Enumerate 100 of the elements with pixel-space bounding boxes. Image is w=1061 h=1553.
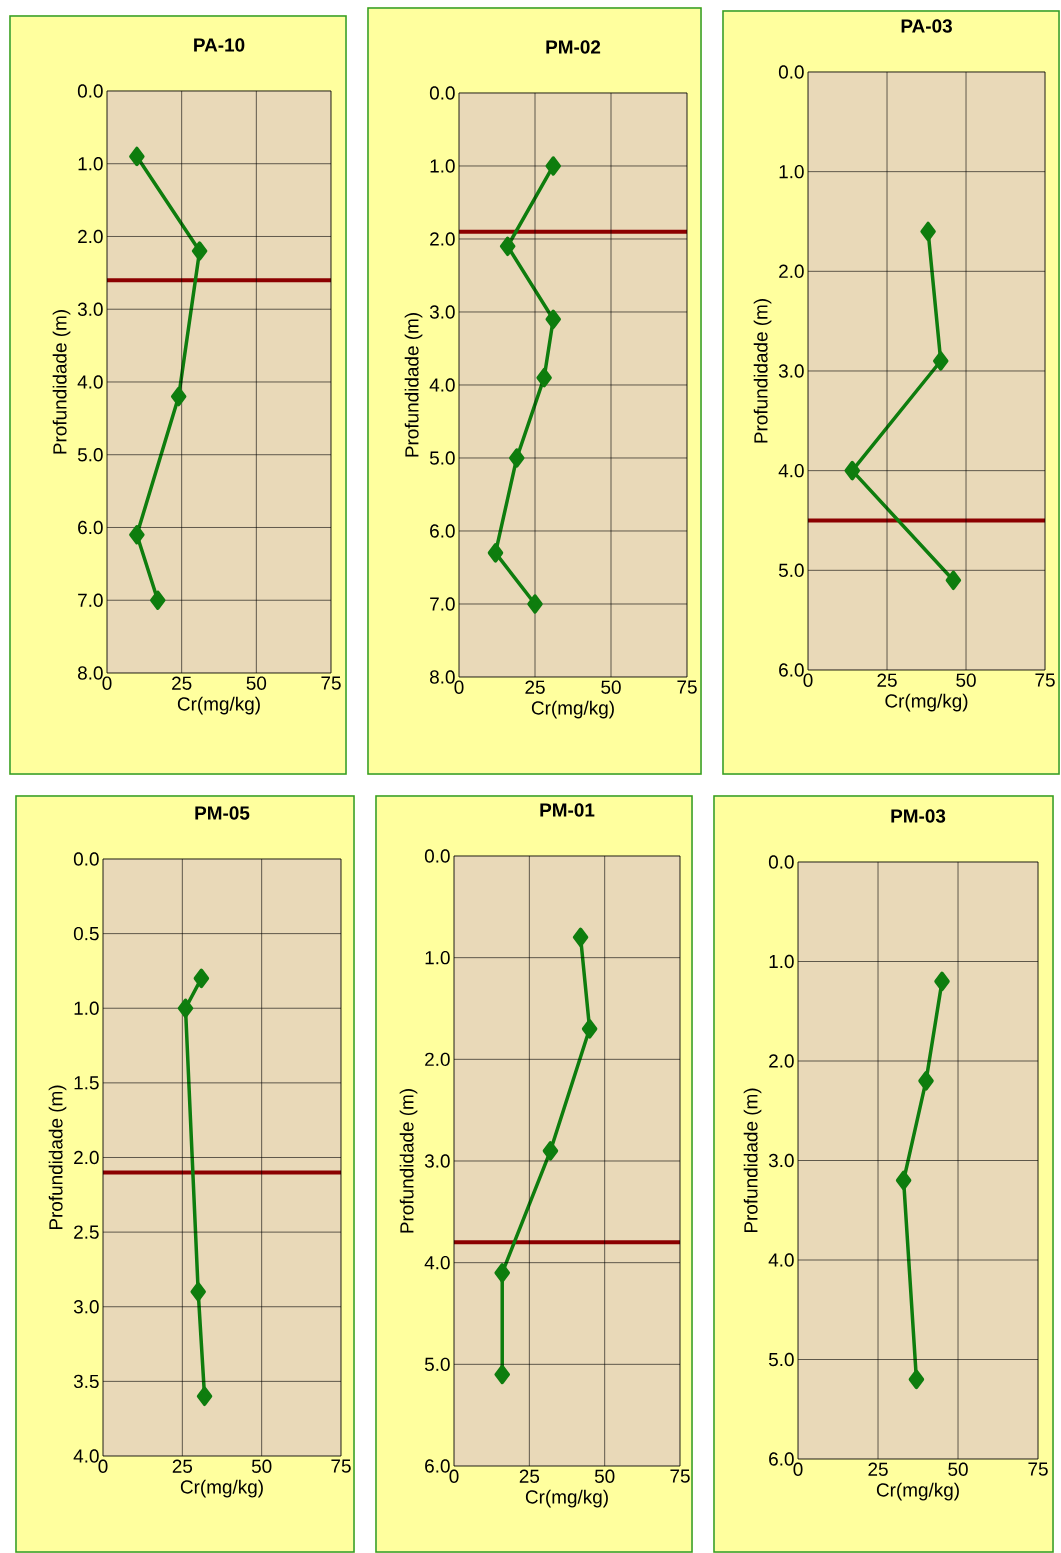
point bbox=[844, 460, 861, 481]
point bbox=[509, 448, 525, 468]
y-tick-label: 8.0 bbox=[430, 670, 455, 684]
y-tick-label: 3.0 bbox=[429, 305, 455, 319]
x-tick-label: 0 bbox=[102, 676, 112, 690]
point bbox=[918, 1071, 934, 1091]
x-tick-label: 25 bbox=[868, 1462, 888, 1476]
y-tick-label: 4.0 bbox=[77, 375, 103, 389]
point bbox=[934, 971, 950, 992]
y-tick-label: 2.0 bbox=[425, 1052, 450, 1067]
x-tick-label: 25 bbox=[525, 680, 545, 694]
y-tick-label: 0.5 bbox=[73, 926, 99, 941]
y-tick-label: 2.0 bbox=[78, 229, 103, 244]
y-tick-label: 0.0 bbox=[77, 84, 103, 98]
point bbox=[487, 543, 504, 563]
point bbox=[932, 351, 949, 371]
y-tick-label: 1.0 bbox=[769, 954, 794, 969]
point bbox=[150, 590, 166, 610]
x-tick-label: 75 bbox=[331, 1459, 351, 1473]
chart-title: PA-03 bbox=[901, 19, 952, 33]
x-tick-label: 75 bbox=[1035, 673, 1055, 687]
y-tick-label: 5.0 bbox=[778, 563, 804, 578]
y-tick-label: 4.0 bbox=[424, 1255, 450, 1270]
y-tick-label: 4.0 bbox=[778, 463, 804, 478]
x-tick-label: 0 bbox=[803, 673, 813, 687]
y-tick-label: 2.0 bbox=[430, 232, 455, 246]
point bbox=[129, 525, 145, 545]
x-tick-label: 0 bbox=[449, 1469, 459, 1483]
y-tick-label: 0.0 bbox=[778, 65, 804, 79]
y-tick-label: 1.0 bbox=[425, 950, 450, 965]
x-axis-title: Cr(mg/kg) bbox=[177, 696, 260, 715]
x-tick-label: 50 bbox=[956, 673, 976, 687]
x-tick-label: 50 bbox=[601, 680, 621, 694]
y-tick-label: 5.0 bbox=[77, 448, 103, 462]
x-tick-label: 0 bbox=[98, 1459, 108, 1473]
point bbox=[536, 367, 552, 388]
y-tick-label: 3.0 bbox=[73, 1300, 99, 1314]
y-tick-label: 2.0 bbox=[74, 1150, 99, 1165]
point bbox=[908, 1369, 925, 1390]
x-tick-label: 75 bbox=[1028, 1462, 1048, 1476]
y-tick-label: 6.0 bbox=[769, 1452, 794, 1466]
chart-title: PM-03 bbox=[891, 809, 946, 823]
x-tick-label: 50 bbox=[594, 1469, 615, 1483]
x-tick-label: 50 bbox=[948, 1462, 968, 1476]
y-axis-title: Profundidade (m) bbox=[753, 299, 772, 443]
y-axis-title: Profundidade (m) bbox=[743, 1088, 762, 1233]
point bbox=[545, 156, 561, 176]
y-tick-label: 3.0 bbox=[77, 302, 103, 316]
point bbox=[190, 1282, 206, 1302]
y-tick-label: 3.0 bbox=[424, 1154, 450, 1168]
y-tick-label: 4.0 bbox=[73, 1449, 99, 1463]
point bbox=[499, 236, 516, 257]
point bbox=[581, 1019, 598, 1039]
x-tick-label: 75 bbox=[321, 676, 341, 690]
point bbox=[494, 1364, 510, 1385]
y-tick-label: 5.0 bbox=[429, 451, 455, 465]
y-tick-label: 5.0 bbox=[424, 1357, 450, 1372]
x-tick-label: 25 bbox=[519, 1469, 540, 1483]
y-tick-label: 1.0 bbox=[430, 159, 455, 173]
x-tick-label: 50 bbox=[246, 676, 267, 690]
y-axis-title: Profundidade (m) bbox=[48, 1085, 67, 1230]
y-axis-title: Profundidade (m) bbox=[52, 310, 71, 454]
y-tick-label: 0.0 bbox=[429, 86, 455, 100]
y-tick-label: 0.0 bbox=[73, 852, 99, 866]
y-tick-label: 1.0 bbox=[78, 157, 103, 171]
point bbox=[170, 386, 187, 407]
point bbox=[572, 927, 589, 948]
y-tick-label: 6.0 bbox=[78, 520, 103, 535]
y-tick-label: 6.0 bbox=[425, 1459, 450, 1473]
y-tick-label: 7.0 bbox=[78, 593, 103, 607]
point bbox=[527, 594, 543, 614]
point bbox=[545, 309, 561, 330]
point bbox=[895, 1170, 912, 1191]
y-tick-label: 3.0 bbox=[768, 1153, 794, 1168]
chart-title: PM-05 bbox=[195, 806, 250, 820]
x-tick-label: 0 bbox=[793, 1462, 803, 1476]
x-tick-label: 75 bbox=[670, 1469, 690, 1483]
y-tick-label: 2.5 bbox=[74, 1225, 99, 1239]
point bbox=[191, 241, 208, 261]
x-axis-title: Cr(mg/kg) bbox=[531, 700, 614, 719]
x-axis-title: Cr(mg/kg) bbox=[525, 1489, 608, 1508]
x-axis-title: Cr(mg/kg) bbox=[180, 1479, 263, 1498]
chart-title: PM-01 bbox=[540, 803, 595, 817]
y-tick-label: 4.0 bbox=[429, 378, 455, 392]
chart-title: PA-10 bbox=[194, 38, 245, 52]
point bbox=[193, 968, 210, 989]
y-tick-label: 7.0 bbox=[430, 597, 455, 611]
y-tick-label: 0.0 bbox=[768, 855, 794, 869]
point bbox=[945, 570, 962, 591]
x-tick-label: 25 bbox=[172, 676, 192, 690]
x-axis-title: Cr(mg/kg) bbox=[885, 693, 968, 712]
point bbox=[494, 1263, 510, 1283]
y-tick-label: 5.0 bbox=[768, 1352, 794, 1367]
y-tick-label: 8.0 bbox=[78, 666, 103, 680]
y-tick-label: 6.0 bbox=[430, 524, 455, 538]
point bbox=[177, 998, 194, 1018]
point bbox=[129, 146, 145, 167]
y-tick-label: 4.0 bbox=[768, 1253, 794, 1267]
x-tick-label: 0 bbox=[454, 680, 464, 694]
point bbox=[196, 1386, 213, 1407]
